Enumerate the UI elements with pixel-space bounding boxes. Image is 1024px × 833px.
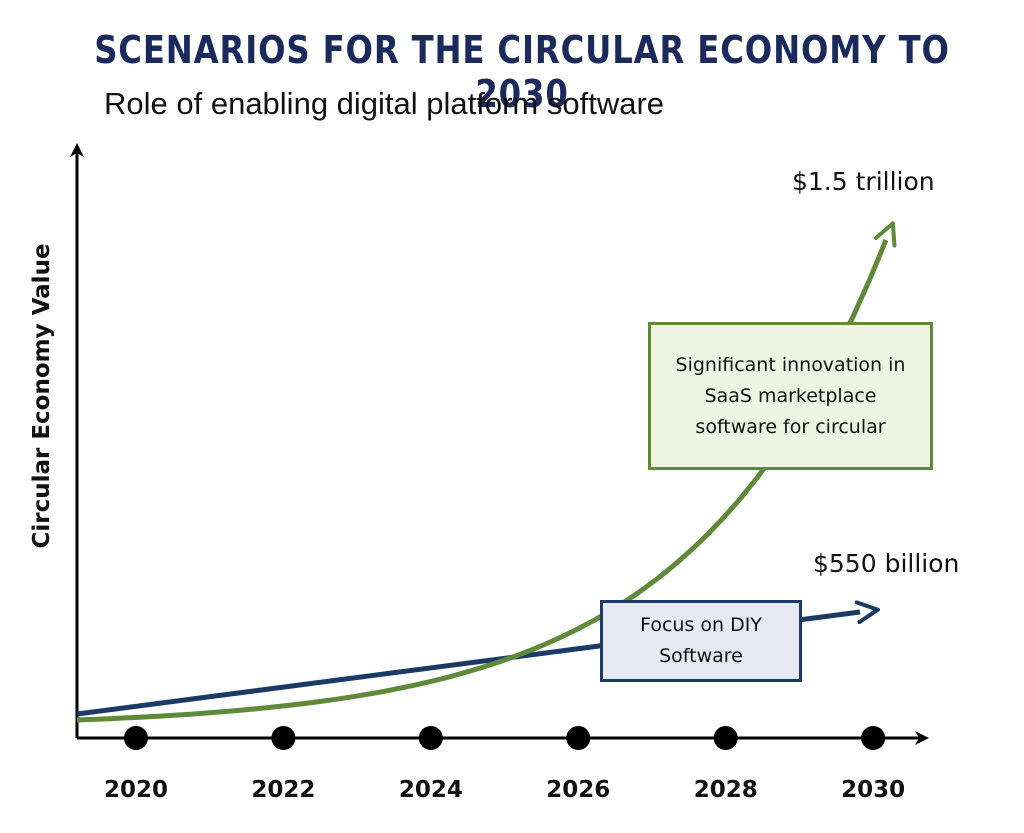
innovation-annotation-text: Significant innovation in SaaS marketpla… xyxy=(675,353,906,438)
blue-end-label: $550 billion xyxy=(813,549,960,578)
x-marker-2028 xyxy=(713,726,738,750)
x-marker-2020 xyxy=(123,726,148,750)
diy-annotation-box: Focus on DIY Software xyxy=(600,600,802,682)
x-marker-2022 xyxy=(271,726,296,750)
x-marker-2030 xyxy=(861,726,886,750)
chart-title: SCENARIOS FOR THE CIRCULAR ECONOMY TO 20… xyxy=(94,28,950,116)
diy-annotation-text: Focus on DIY Software xyxy=(640,614,762,667)
x-tick-label-2020: 2020 xyxy=(104,777,168,803)
x-tick-label-2024: 2024 xyxy=(399,777,463,803)
series-innovation-curve xyxy=(76,240,886,723)
x-tick-label-2028: 2028 xyxy=(694,777,758,803)
x-tick-label-2026: 2026 xyxy=(546,777,610,803)
innovation-annotation-box: Significant innovation in SaaS marketpla… xyxy=(648,322,933,470)
x-marker-2026 xyxy=(566,726,591,750)
chart-subtitle: Role of enabling digital platform softwa… xyxy=(104,86,665,121)
x-tick-label-2030: 2030 xyxy=(841,777,905,803)
x-marker-2024 xyxy=(418,726,443,750)
green-end-label: $1.5 trillion xyxy=(792,167,935,196)
x-tick-label-2022: 2022 xyxy=(251,777,315,803)
